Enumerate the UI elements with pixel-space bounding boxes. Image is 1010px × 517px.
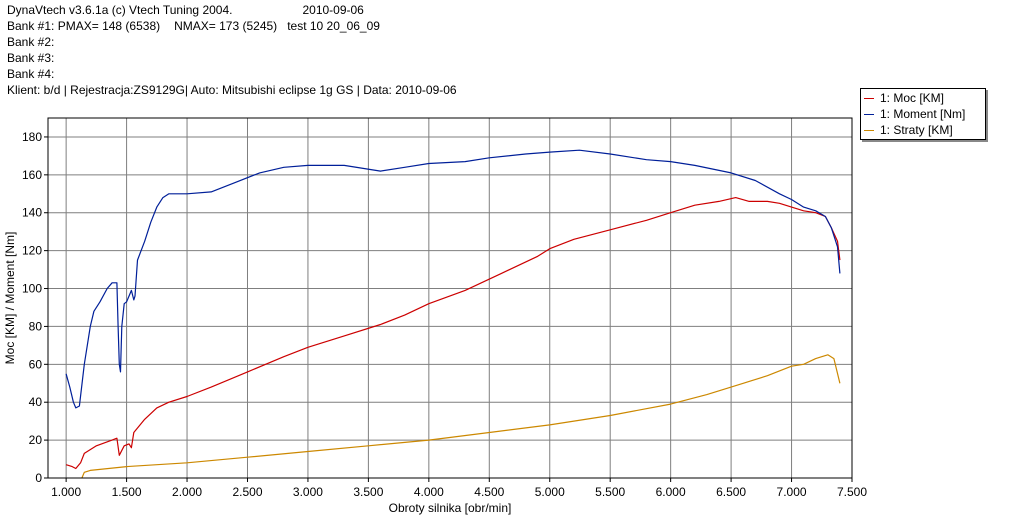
- report-date: 2010-09-06: [302, 3, 364, 17]
- chart-legend: 1: Moc [KM] 1: Moment [Nm] 1: Straty [KM…: [860, 88, 986, 140]
- legend-swatch-moc: [864, 97, 874, 99]
- x-tick-label: 7.000: [777, 485, 807, 499]
- series-group: [65, 149, 841, 479]
- series-line-0: [65, 197, 841, 470]
- y-tick-label: 40: [29, 395, 43, 409]
- series-line-1: [65, 149, 841, 409]
- y-tick-label: 100: [22, 282, 42, 296]
- x-tick-label: 3.500: [353, 485, 383, 499]
- plot-frame: [47, 117, 853, 479]
- bank1-label: Bank #1:: [7, 19, 55, 33]
- bank1-nmax: NMAX= 173 (5245): [174, 19, 278, 33]
- bank2-label: Bank #2:: [7, 35, 55, 49]
- legend-item-straty: 1: Straty [KM]: [861, 122, 985, 138]
- y-axis-label: Moc [KM] / Moment [Nm]: [3, 232, 17, 365]
- legend-label-straty: 1: Straty [KM]: [880, 123, 953, 137]
- legend-item-moment: 1: Moment [Nm]: [861, 106, 985, 122]
- x-tick-label: 1.000: [51, 485, 81, 499]
- x-tick-label: 5.000: [535, 485, 565, 499]
- bank4-label: Bank #4:: [7, 67, 55, 81]
- y-tick-label: 0: [35, 471, 42, 485]
- axes: [47, 117, 853, 479]
- x-tick-label: 7.500: [837, 485, 867, 499]
- x-tick-label: 2.000: [172, 485, 202, 499]
- plot-area: [48, 118, 852, 478]
- legend-swatch-moment: [864, 113, 874, 115]
- legend-item-moc: 1: Moc [KM]: [861, 90, 985, 106]
- y-tick-label: 20: [29, 433, 43, 447]
- report-header: DynaVtech v3.6.1a (c) Vtech Tuning 2004.…: [7, 2, 457, 98]
- x-axis-label: Obroty silnika [obr/min]: [389, 501, 512, 515]
- app-title: DynaVtech v3.6.1a (c) Vtech Tuning 2004.: [7, 3, 233, 17]
- y-tick-label: 160: [22, 168, 42, 182]
- legend-label-moment: 1: Moment [Nm]: [880, 107, 966, 121]
- legend-swatch-straty: [864, 129, 874, 131]
- header-row-bank1: Bank #1: PMAX= 148 (6538) NMAX= 173 (5245…: [7, 18, 457, 34]
- bank1-test: test 10 20_06_09: [287, 19, 380, 33]
- legend-label-moc: 1: Moc [KM]: [880, 91, 945, 105]
- x-tick-label: 5.500: [595, 485, 625, 499]
- y-tick-label: 120: [22, 244, 42, 258]
- tick-labels: 1.000 1.500 2.000 2.500 3.000 3.500 4.000 4.500…: [22, 130, 867, 499]
- x-tick-label: 1.500: [112, 485, 142, 499]
- x-tick-label: 2.500: [232, 485, 262, 499]
- bank3-label: Bank #3:: [7, 51, 55, 65]
- bank1-pmax: PMAX= 148 (6538): [57, 19, 161, 33]
- client-info: Klient: b/d | Rejestracja:ZS9129G| Auto:…: [7, 83, 457, 97]
- x-tick-label: 6.500: [716, 485, 746, 499]
- x-tick-label: 3.000: [293, 485, 323, 499]
- y-tick-label: 140: [22, 206, 42, 220]
- x-tick-label: 4.500: [474, 485, 504, 499]
- y-tick-label: 80: [29, 319, 43, 333]
- x-tick-label: 4.000: [414, 485, 444, 499]
- header-row-1: DynaVtech v3.6.1a (c) Vtech Tuning 2004.…: [7, 2, 457, 18]
- x-tick-label: 6.000: [656, 485, 686, 499]
- y-tick-label: 60: [29, 357, 43, 371]
- plot-background: [48, 118, 852, 478]
- series-line-2: [81, 354, 841, 479]
- y-tick-label: 180: [22, 130, 42, 144]
